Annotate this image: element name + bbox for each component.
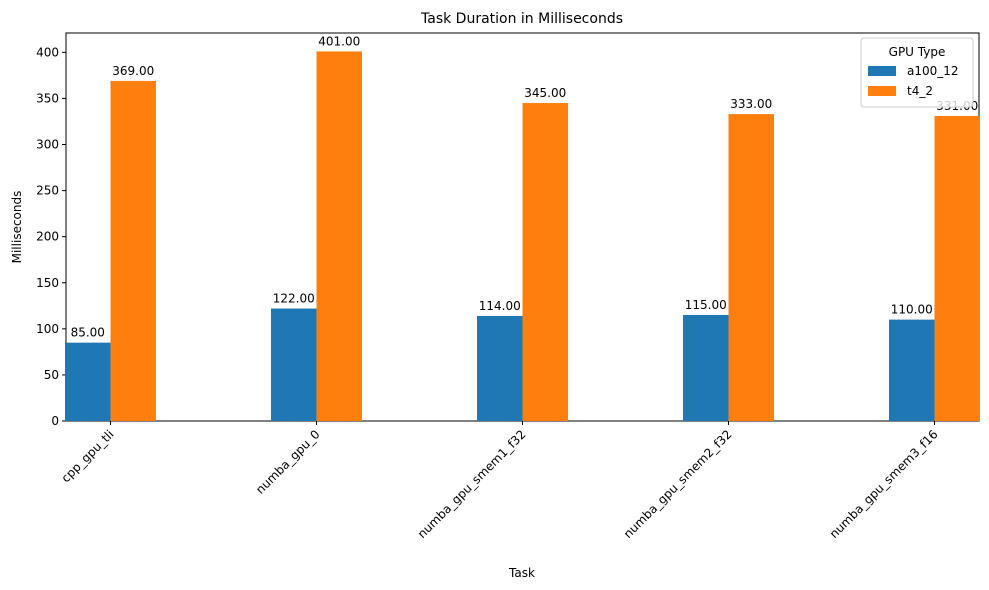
plot-area: 0 50 100 150 200 250 300 350 400 85.00 369.00 122.… — [36, 32, 980, 541]
x-tick-label: numba_gpu_0 — [253, 427, 323, 497]
bar-a100_12-numba_gpu_smem3_f16 — [889, 319, 935, 421]
x-axis-label: Task — [508, 566, 535, 580]
y-axis-label: Milliseconds — [10, 191, 24, 264]
data-label-a100_12-numba_gpu_smem1_f32: 114.00 — [479, 299, 521, 313]
legend-swatch-a100_12 — [868, 66, 896, 76]
y-tick-label: 150 — [36, 276, 59, 290]
y-tick-label: 300 — [36, 138, 59, 152]
data-label-t4_2-numba_gpu_0: 401.00 — [318, 34, 360, 48]
data-label-a100_12-numba_gpu_0: 122.00 — [273, 292, 315, 306]
bar-a100_12-numba_gpu_smem1_f32 — [477, 315, 523, 421]
y-tick-label: 250 — [36, 184, 59, 198]
data-label-a100_12-numba_gpu_smem2_f32: 115.00 — [685, 298, 727, 312]
y-tick-label: 100 — [36, 322, 59, 336]
bars-group: 85.00 369.00 122.00 401.00 114.00 345.00 115.0… — [65, 34, 980, 422]
data-label-a100_12-cpp_gpu_tli: 85.00 — [71, 326, 105, 340]
legend-title: GPU Type — [889, 45, 946, 59]
y-tick-label: 0 — [51, 414, 59, 428]
bar-a100_12-cpp_gpu_tli — [65, 342, 111, 421]
y-axis: 0 50 100 150 200 250 300 350 400 — [36, 45, 66, 428]
data-label-t4_2-numba_gpu_smem2_f32: 333.00 — [730, 97, 772, 111]
x-tick-label: numba_gpu_smem3_f16 — [827, 427, 941, 541]
x-tick-label: numba_gpu_smem1_f32 — [415, 427, 529, 541]
chart-title: Task Duration in Milliseconds — [420, 11, 623, 27]
legend-label-a100_12: a100_12 — [907, 64, 959, 78]
bar-t4_2-cpp_gpu_tli — [110, 80, 156, 422]
data-label-t4_2-numba_gpu_smem1_f32: 345.00 — [524, 86, 566, 100]
y-tick-label: 200 — [36, 230, 59, 244]
legend: GPU Type a100_12 t4_2 — [860, 37, 974, 108]
bar-t4_2-numba_gpu_smem1_f32 — [522, 103, 568, 421]
legend-swatch-t4_2 — [868, 86, 896, 96]
y-tick-label: 50 — [44, 368, 59, 382]
legend-label-t4_2: t4_2 — [907, 84, 933, 98]
bar-t4_2-numba_gpu_smem3_f16 — [934, 115, 980, 421]
x-tick-label: numba_gpu_smem2_f32 — [621, 427, 735, 541]
legend-items: a100_12 t4_2 — [868, 64, 959, 98]
data-label-a100_12-numba_gpu_smem3_f16: 110.00 — [891, 303, 933, 317]
x-axis: cpp_gpu_tli numba_gpu_0 numba_gpu_smem1_f3… — [59, 421, 941, 541]
bar-t4_2-numba_gpu_0 — [316, 51, 362, 421]
x-tick-label: cpp_gpu_tli — [59, 427, 117, 485]
y-tick-label: 350 — [36, 91, 59, 105]
bar-a100_12-numba_gpu_smem2_f32 — [683, 315, 729, 421]
bar-a100_12-numba_gpu_0 — [271, 308, 317, 421]
bar-t4_2-numba_gpu_smem2_f32 — [728, 114, 774, 421]
data-label-t4_2-cpp_gpu_tli: 369.00 — [112, 64, 154, 78]
y-tick-label: 400 — [36, 45, 59, 59]
